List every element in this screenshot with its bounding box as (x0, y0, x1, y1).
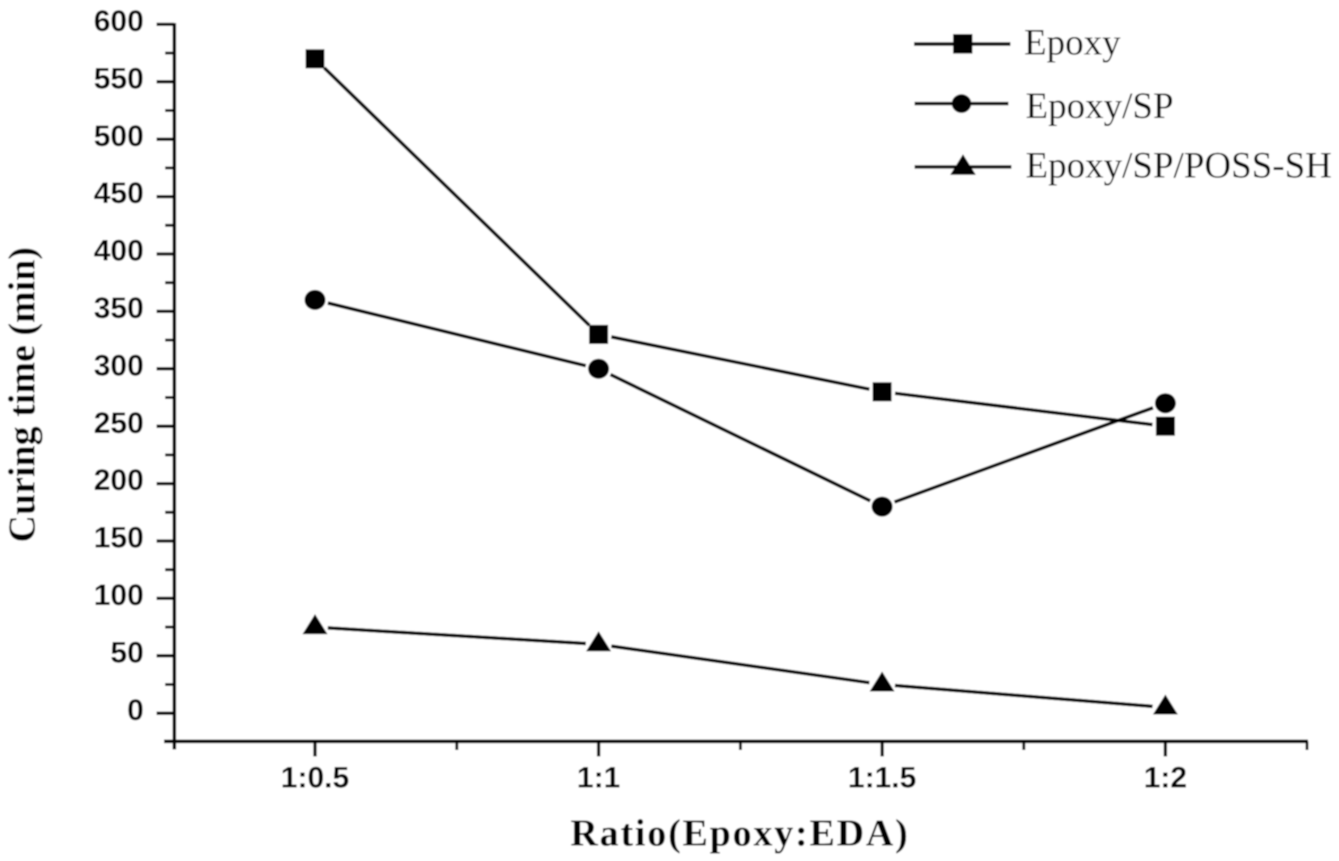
svg-text:100: 100 (94, 579, 144, 612)
svg-text:400: 400 (94, 235, 144, 268)
svg-text:600: 600 (94, 5, 144, 38)
svg-text:350: 350 (94, 292, 144, 325)
svg-text:50: 50 (110, 636, 143, 669)
svg-text:200: 200 (94, 464, 144, 497)
svg-text:1:1: 1:1 (577, 762, 620, 795)
svg-text:500: 500 (94, 120, 144, 153)
svg-text:300: 300 (94, 349, 144, 382)
svg-text:150: 150 (94, 522, 144, 555)
svg-text:Epoxy/SP: Epoxy/SP (1026, 86, 1174, 127)
svg-text:Curing time (min): Curing time (min) (2, 247, 44, 543)
svg-text:Epoxy: Epoxy (1024, 23, 1121, 64)
svg-text:Ratio(Epoxy:EDA): Ratio(Epoxy:EDA) (570, 813, 909, 855)
svg-text:250: 250 (94, 407, 144, 440)
svg-text:Epoxy/SP/POSS-SH: Epoxy/SP/POSS-SH (1026, 145, 1332, 186)
svg-text:450: 450 (94, 177, 144, 210)
svg-text:1:0.5: 1:0.5 (281, 762, 349, 795)
svg-text:550: 550 (94, 62, 144, 95)
svg-text:1:1.5: 1:1.5 (848, 762, 916, 795)
svg-text:1:2: 1:2 (1144, 762, 1187, 795)
svg-text:0: 0 (127, 694, 144, 727)
